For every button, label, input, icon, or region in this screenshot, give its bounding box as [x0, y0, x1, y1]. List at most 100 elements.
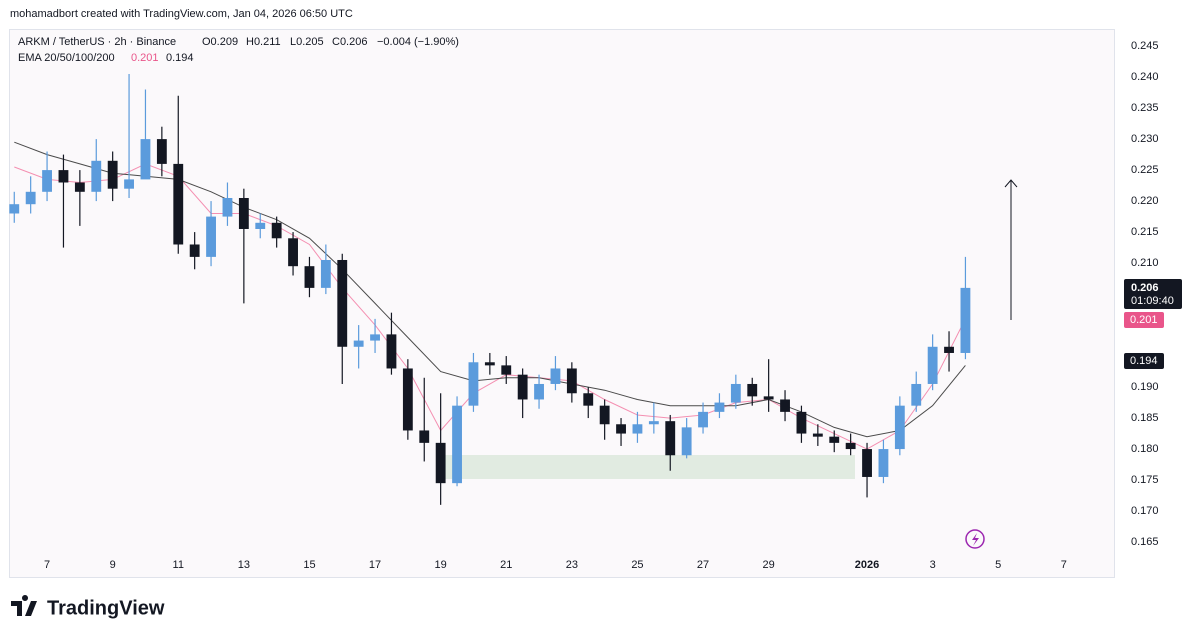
ohlc-close: C0.206	[332, 36, 367, 48]
candle-body	[173, 163, 184, 245]
price-tag-label: 0.194	[1130, 355, 1158, 367]
candle-body	[599, 405, 610, 425]
y-tick-label: 0.210	[1131, 257, 1159, 269]
candle-body	[566, 368, 577, 394]
y-tick-label: 0.215	[1131, 226, 1159, 238]
candle-body	[140, 139, 151, 180]
candle-body	[255, 222, 266, 229]
candle-body	[911, 383, 922, 406]
x-tick-label: 11	[173, 559, 184, 571]
price-tag-label: 0.201	[1130, 314, 1158, 326]
candle-body	[829, 436, 840, 443]
x-tick-label: 7	[44, 559, 50, 571]
y-tick-label: 0.230	[1131, 133, 1159, 145]
candle-body	[435, 442, 446, 484]
y-tick-label: 0.175	[1131, 474, 1159, 486]
y-tick-label: 0.245	[1131, 40, 1159, 52]
candle-body	[501, 365, 512, 375]
candle-body	[222, 197, 233, 217]
candle-body	[320, 259, 331, 288]
candle-body	[845, 442, 856, 450]
indicator: EMA 20/50/100/200	[18, 52, 115, 64]
candle-body	[583, 393, 594, 406]
candle-body	[944, 346, 954, 353]
x-tick-label: 25	[631, 559, 643, 571]
x-tick-label: 21	[500, 559, 512, 571]
candle-body	[288, 238, 298, 267]
candle-body	[370, 334, 380, 341]
candle-body	[534, 383, 544, 400]
candle-body	[665, 421, 676, 456]
attribution: mohamadbort created with TradingView.com…	[10, 8, 353, 20]
candle-body	[156, 139, 167, 164]
candle-body	[796, 411, 807, 434]
candle-body	[747, 383, 758, 397]
price-tag-label: 0.206	[1131, 282, 1159, 294]
x-tick-label: 27	[697, 559, 709, 571]
candle-body	[271, 222, 282, 239]
x-tick-label: 15	[303, 559, 315, 571]
candle-body	[927, 346, 938, 384]
x-tick-label: 17	[369, 559, 381, 571]
candle-body	[681, 427, 692, 456]
lightning-icon	[965, 529, 985, 549]
candle-body	[730, 383, 741, 403]
candle-body	[402, 368, 413, 431]
brand-logo: TradingView	[11, 594, 165, 619]
ohlc-change: −0.004 (−1.90%)	[377, 36, 459, 48]
x-tick-label: 23	[566, 559, 578, 571]
candle-body	[484, 362, 495, 366]
y-tick-label: 0.190	[1131, 381, 1159, 393]
x-tick-label: 3	[930, 559, 936, 571]
candle-body	[189, 244, 200, 257]
candle-body	[304, 266, 315, 288]
x-tick-label: 19	[435, 559, 447, 571]
price-tag-countdown: 01:09:40	[1131, 295, 1174, 307]
y-tick-label: 0.220	[1131, 195, 1159, 207]
y-tick-label: 0.170	[1131, 505, 1159, 517]
candle-body	[25, 191, 36, 205]
ohlc-low: L0.205	[290, 36, 324, 48]
arrow	[1004, 179, 1018, 320]
support-zone	[443, 455, 855, 479]
candle-body	[42, 170, 52, 192]
candle-body	[468, 362, 479, 406]
candle-body	[353, 340, 364, 347]
candle-body	[74, 182, 85, 192]
candle-body	[763, 396, 774, 400]
candle-body	[648, 421, 659, 425]
price-tag: 0.201	[1124, 312, 1164, 328]
y-tick-label: 0.165	[1131, 536, 1159, 548]
candle-body	[337, 259, 348, 347]
candle-body	[714, 402, 725, 412]
candle-body	[878, 449, 889, 477]
candle-body	[632, 424, 643, 434]
pane	[9, 29, 1115, 578]
candle-body	[812, 433, 823, 437]
x-tick-label: 5	[995, 559, 1001, 571]
candle-body	[91, 160, 102, 192]
candle-body	[124, 179, 134, 189]
candle-body	[960, 287, 971, 353]
candle-body	[419, 430, 430, 443]
indicator-value: 0.194	[166, 52, 194, 64]
candle-body	[107, 160, 118, 189]
price-tag: 0.194	[1124, 353, 1164, 369]
symbol: ARKM / TetherUS · 2h · Binance	[18, 36, 176, 48]
y-tick-label: 0.225	[1131, 164, 1159, 176]
x-tick-label: 13	[238, 559, 250, 571]
ohlc-high: H0.211	[246, 36, 281, 48]
x-tick-label: 9	[110, 559, 116, 571]
candle-body	[862, 449, 872, 477]
candle-body	[616, 424, 626, 434]
ema-line	[14, 141, 966, 438]
ema-line	[14, 163, 966, 450]
candle-body	[206, 216, 216, 257]
candle-body	[550, 368, 561, 384]
candle-body	[238, 197, 249, 229]
candle-body	[9, 204, 20, 214]
price-tag: 0.206 01:09:40	[1124, 279, 1182, 309]
x-tick-label: 7	[1061, 559, 1067, 571]
candle-body	[386, 334, 397, 369]
